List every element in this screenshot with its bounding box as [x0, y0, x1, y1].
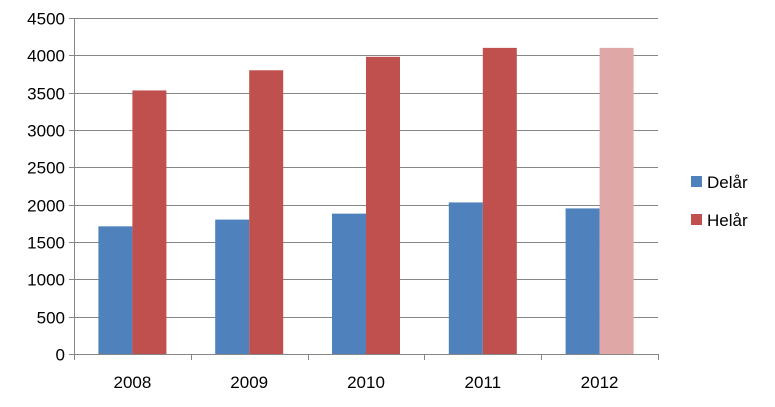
- bar-hel-r-2012: [599, 47, 634, 354]
- legend: Delår Helår: [691, 173, 748, 230]
- bars: [98, 47, 634, 355]
- legend-label-del-r: Delår: [707, 173, 748, 192]
- x-tick-label: 2011: [465, 373, 502, 392]
- bar-del-r-2010: [332, 213, 366, 354]
- bar-del-r-2012: [565, 208, 600, 354]
- legend-label-hel-r: Helår: [707, 211, 748, 230]
- y-tick-label: 1000: [27, 271, 65, 290]
- bar-del-r-2011: [448, 202, 483, 354]
- bar-hel-r-2008: [132, 90, 167, 354]
- bar-del-r-2009: [215, 219, 250, 354]
- legend-swatch-hel-r: [691, 214, 702, 225]
- y-tick-label: 4000: [27, 47, 65, 66]
- y-tick-label: 3500: [27, 85, 65, 104]
- y-tick-label: 3000: [27, 122, 65, 141]
- bar-hel-r-2009: [249, 70, 284, 355]
- legend-swatch-del-r: [691, 176, 702, 187]
- y-tick-label: 2500: [27, 159, 65, 178]
- y-tick-label: 0: [56, 346, 65, 365]
- x-tick-label: 2010: [347, 373, 385, 392]
- y-tick-label: 1500: [27, 234, 65, 253]
- x-tick-label: 2008: [113, 373, 151, 392]
- x-tick-label: 2012: [581, 373, 619, 392]
- axes: [74, 18, 658, 355]
- bar-del-r-2008: [98, 226, 133, 354]
- y-tick-label: 2000: [27, 197, 65, 216]
- y-tick-label: 500: [37, 309, 65, 328]
- x-tick-label: 2009: [230, 373, 268, 392]
- y-axis-ticks: 0 500 1000 1500 2000 2500 3000 3500 4000 4500: [27, 10, 74, 365]
- bar-hel-r-2010: [366, 56, 400, 355]
- bar-hel-r-2011: [482, 47, 517, 354]
- x-axis-ticks: 2008 2009 2010 2011 2012: [74, 354, 659, 392]
- y-tick-label: 4500: [27, 10, 65, 29]
